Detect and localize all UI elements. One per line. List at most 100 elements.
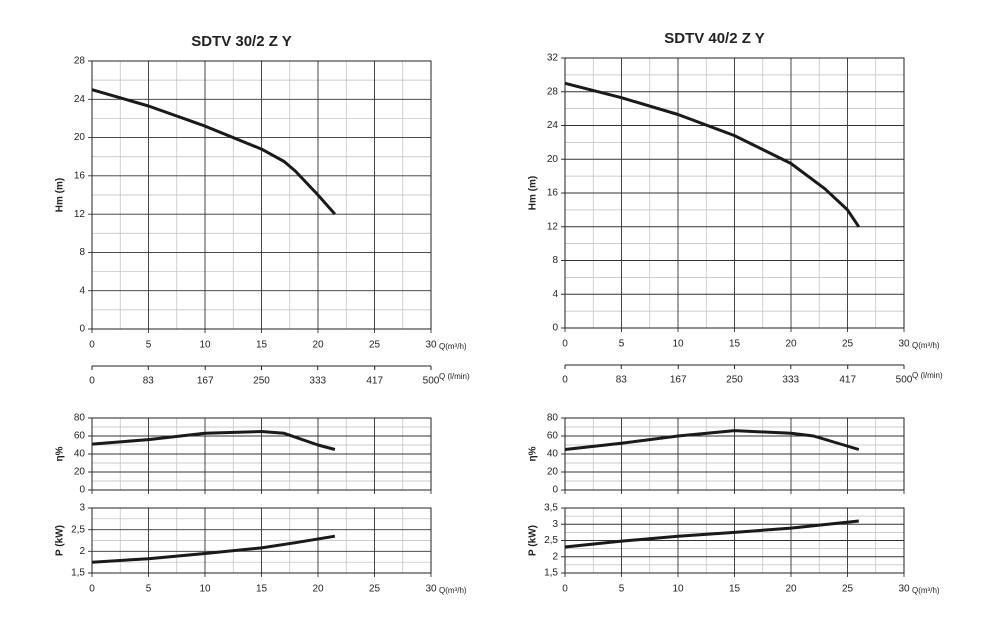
x-tick-label: 20 [312,340,324,351]
y-axis-label: Hm (m) [55,178,66,212]
x-tick-label: 5 [146,584,152,595]
y-tick-label: 2 [552,551,558,562]
x-tick-label: 15 [729,339,741,350]
y-tick-label: 16 [547,188,559,199]
x2-tick-label: 250 [726,375,743,386]
y-axis-label: Hm (m) [528,176,539,210]
curve [91,88,337,216]
y-tick-label: 4 [552,289,558,300]
y-tick-label: 2 [79,546,85,557]
curve [564,81,861,228]
x-tick-label: 0 [89,584,95,595]
x-axis-label: Q(m³/h) [439,342,467,351]
y-tick-label: 12 [74,209,86,220]
y-tick-label: 8 [79,247,85,258]
x-tick-label: 5 [619,339,625,350]
chart-title: SDTV 40/2 Z Y [664,30,765,47]
y-tick-label: 24 [547,120,559,131]
x-tick-label: 30 [898,584,910,595]
x2-tick-label: 83 [143,376,155,387]
x-tick-label: 5 [619,584,625,595]
y-axis-label: P (kW) [528,525,539,556]
x-tick-label: 0 [562,339,568,350]
y-tick-label: 0 [79,485,85,496]
x2-tick-label: 500 [423,376,440,387]
chart-title: SDTV 30/2 Z Y [191,33,292,50]
plot-frame [91,417,432,491]
x2-tick-label: 83 [616,375,628,386]
x2-tick-label: 0 [89,376,95,387]
x2-tick-label: 250 [253,376,270,387]
plot-frame [564,417,905,491]
y-axis-label: P (kW) [55,525,66,556]
curve [91,430,336,451]
x-tick-label: 5 [146,340,152,351]
x-tick-label: 10 [672,584,684,595]
x2-tick-label: 417 [366,376,383,387]
y-axis-label: η% [55,446,66,461]
curve [564,519,859,549]
y-tick-label: 2,5 [544,535,558,546]
x-tick-label: 15 [729,584,741,595]
y-tick-label: 3 [552,519,558,530]
x2-axis-label: Q (l/min) [912,371,943,380]
y-tick-label: 28 [74,56,86,67]
x-axis-label: Q(m³/h) [912,586,940,595]
y-tick-label: 1,5 [544,568,558,579]
y-tick-label: 20 [74,132,86,143]
x-axis-label: Q(m³/h) [912,341,940,350]
y-tick-label: 12 [547,221,559,232]
x-tick-label: 15 [256,584,268,595]
curve [91,534,336,564]
y-tick-label: 80 [74,413,86,424]
x2-tick-label: 167 [670,375,687,386]
y-tick-label: 28 [547,86,559,97]
x-tick-label: 25 [842,584,854,595]
plot-frame [91,60,432,330]
x-tick-label: 0 [89,340,95,351]
y-tick-label: 24 [74,94,86,105]
x-tick-label: 25 [369,340,381,351]
y-tick-label: 0 [552,485,558,496]
y-tick-label: 8 [552,255,558,266]
y-tick-label: 3,5 [544,503,558,514]
x-tick-label: 30 [425,584,437,595]
y-tick-label: 0 [79,324,85,335]
y-tick-label: 3 [79,503,85,514]
y-tick-label: 16 [74,170,86,181]
x2-tick-label: 500 [896,375,913,386]
y-tick-label: 60 [547,431,559,442]
y-tick-label: 32 [547,53,559,64]
plot-frame [564,57,905,329]
y-tick-label: 80 [547,413,559,424]
y-tick-label: 2,5 [71,524,85,535]
x2-tick-label: 333 [782,375,799,386]
y-tick-label: 0 [552,323,558,334]
x-tick-label: 15 [256,340,268,351]
y-tick-label: 60 [74,431,86,442]
y-tick-label: 20 [74,467,86,478]
x2-axis-label: Q (l/min) [439,372,470,381]
y-axis-label: η% [528,446,539,461]
y-tick-label: 20 [547,154,559,165]
x-tick-label: 10 [672,339,684,350]
x-tick-label: 25 [369,584,381,595]
y-tick-label: 20 [547,467,559,478]
x-tick-label: 20 [312,584,324,595]
x-tick-label: 10 [199,340,211,351]
plot-frame [564,507,905,574]
x-tick-label: 20 [785,584,797,595]
x-tick-label: 30 [425,340,437,351]
x-axis-label: Q(m³/h) [439,586,467,595]
x-tick-label: 30 [898,339,910,350]
curve [564,429,860,451]
x2-tick-label: 167 [197,376,214,387]
y-tick-label: 4 [79,285,85,296]
x2-tick-label: 417 [839,375,856,386]
y-tick-label: 1,5 [71,568,85,579]
x-tick-label: 25 [842,339,854,350]
x2-tick-label: 333 [309,376,326,387]
x-tick-label: 20 [785,339,797,350]
x-tick-label: 10 [199,584,211,595]
